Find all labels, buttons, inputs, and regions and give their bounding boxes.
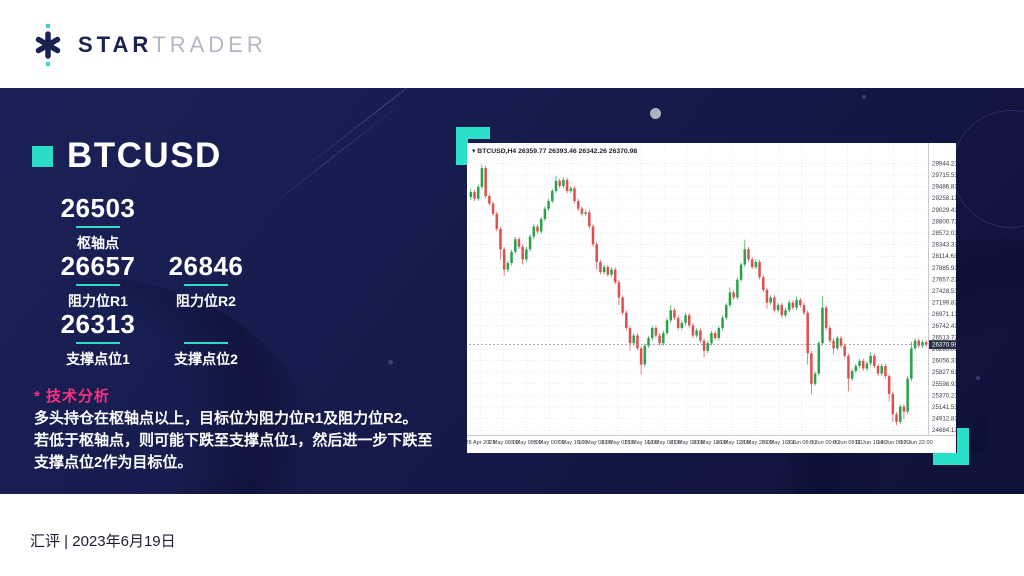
svg-text:28800.73: 28800.73 <box>932 218 956 225</box>
svg-text:28343.33: 28343.33 <box>932 242 956 249</box>
svg-text:21 May 00:00: 21 May 00:00 <box>670 440 704 446</box>
svg-text:29258.13: 29258.13 <box>932 195 956 202</box>
svg-text:26971.13: 26971.13 <box>932 311 956 318</box>
svg-text:26370.98: 26370.98 <box>932 342 956 349</box>
header-band: STARTRADER <box>0 0 1024 88</box>
candlestick-chart: 29944.23 29715.53 29486.83 29258.13 29029.43… <box>467 143 956 453</box>
svg-text:27657.23: 27657.23 <box>932 276 956 283</box>
svg-text:5 Jun 00:00: 5 Jun 00:00 <box>810 440 839 446</box>
svg-text:15 May 16:00: 15 May 16:00 <box>624 440 658 446</box>
svg-text:23 May 16:00: 23 May 16:00 <box>693 440 727 446</box>
level-resistance-2: 26846 阻力位R2 <box>148 251 264 311</box>
level-resistance-1: 26657 阻力位R1 <box>40 251 156 311</box>
svg-text:10 May 08:00: 10 May 08:00 <box>578 440 612 446</box>
svg-text:25141.53: 25141.53 <box>932 404 956 411</box>
decorative-dot-small-2 <box>862 95 866 99</box>
star-asterisk-icon <box>35 24 61 66</box>
title-accent-square <box>32 145 53 167</box>
decorative-circle-outline <box>952 110 1024 228</box>
analysis-line-1: 多头持仓在枢轴点以上，目标位为阻力位R1及阻力位R2。 <box>34 410 418 427</box>
svg-text:25827.63: 25827.63 <box>932 369 956 376</box>
svg-text:14 Jun 08:00: 14 Jun 08:00 <box>877 440 909 446</box>
level-support-1: 26313 支撑点位1 <box>40 309 156 369</box>
page-title: BTCUSD <box>67 136 222 175</box>
footer-band: 汇评 | 2023年6月19日 <box>0 494 1024 576</box>
symbol-title-row: BTCUSD <box>32 136 222 176</box>
analysis-title: * 技术分析 <box>34 388 111 405</box>
support2-label: 支撑点位2 <box>174 351 238 367</box>
resistance1-label: 阻力位R1 <box>68 293 128 309</box>
logo-trader-text: TRADER <box>152 32 267 57</box>
content-panel: BTCUSD 26503 枢轴点 26657 阻力位R1 26846 阻力位R2… <box>0 88 1024 494</box>
svg-text:8 Jun 08:00: 8 Jun 08:00 <box>833 440 862 446</box>
svg-text:7 May 16:00: 7 May 16:00 <box>557 440 588 446</box>
svg-text:29944.23: 29944.23 <box>932 160 956 167</box>
svg-text:31 May 16:00: 31 May 16:00 <box>762 440 796 446</box>
svg-text:17 Jun 22:00: 17 Jun 22:00 <box>900 440 932 446</box>
decorative-dot-small-1 <box>388 360 393 365</box>
svg-text:26285.03: 26285.03 <box>932 346 956 353</box>
analysis-line-2: 若低于枢轴点，则可能下跌至支撑点位1，然后进一步下跌至 <box>34 432 433 449</box>
pivot-label: 枢轴点 <box>77 235 119 251</box>
startrader-logo: STARTRADER <box>30 24 267 66</box>
footer-date-text: 汇评 | 2023年6月19日 <box>30 533 176 550</box>
support2-value <box>148 309 264 339</box>
support1-label: 支撑点位1 <box>66 351 130 367</box>
svg-text:29715.53: 29715.53 <box>932 172 956 179</box>
svg-text:▾ BTCUSD,H4 26359.77 26393.4: ▾ BTCUSD,H4 26359.77 26393.46 26342.26 2… <box>472 148 637 155</box>
svg-text:5 May 00:00: 5 May 00:00 <box>534 440 565 446</box>
svg-text:28 Apr 2023: 28 Apr 2023 <box>467 440 496 446</box>
analysis-paragraph: 多头持仓在枢轴点以上，目标位为阻力位R1及阻力位R2。 若低于枢轴点，则可能下跌… <box>34 408 454 474</box>
decorative-dot-small-3 <box>976 376 980 380</box>
svg-text:27199.83: 27199.83 <box>932 300 956 307</box>
svg-text:24684.13: 24684.13 <box>932 427 956 434</box>
svg-text:27428.53: 27428.53 <box>932 288 956 295</box>
resistance1-underline <box>76 284 120 286</box>
logo-star-text: STAR <box>78 32 153 57</box>
svg-text:29486.83: 29486.83 <box>932 184 956 191</box>
svg-text:29029.43: 29029.43 <box>932 207 956 214</box>
support2-underline <box>184 342 228 344</box>
level-support-2: 支撑点位2 <box>148 309 264 369</box>
svg-text:18 May 08:00: 18 May 08:00 <box>647 440 681 446</box>
svg-text:25370.23: 25370.23 <box>932 392 956 399</box>
svg-text:24912.83: 24912.83 <box>932 416 956 423</box>
svg-text:25598.93: 25598.93 <box>932 381 956 388</box>
decorative-dot-large <box>650 108 661 119</box>
svg-text:27885.93: 27885.93 <box>932 265 956 272</box>
logo-wordmark: STARTRADER <box>78 32 267 58</box>
pivot-value: 26503 <box>60 193 136 223</box>
svg-text:11 Jun 16:00: 11 Jun 16:00 <box>855 440 887 446</box>
svg-text:26056.33: 26056.33 <box>932 358 956 365</box>
level-pivot: 26503 枢轴点 <box>40 193 156 253</box>
resistance1-value: 26657 <box>60 251 136 281</box>
svg-text:26742.43: 26742.43 <box>932 323 956 330</box>
resistance2-label: 阻力位R2 <box>176 293 236 309</box>
svg-text:13 May 02:00: 13 May 02:00 <box>601 440 635 446</box>
support1-value: 26313 <box>60 309 136 339</box>
resistance2-value: 26846 <box>168 251 244 281</box>
svg-text:3 Jun 08:00: 3 Jun 08:00 <box>787 440 816 446</box>
decorative-diagonal-line <box>292 88 474 178</box>
svg-text:28114.63: 28114.63 <box>932 253 956 260</box>
svg-text:26 May 12:00: 26 May 12:00 <box>716 440 750 446</box>
svg-text:26513.73: 26513.73 <box>932 334 956 341</box>
pivot-underline <box>76 226 120 228</box>
decorative-diagonal-line-2 <box>255 99 407 218</box>
analysis-line-3: 支撑点位2作为目标位。 <box>34 454 193 471</box>
resistance2-underline <box>184 284 228 286</box>
support1-underline <box>76 342 120 344</box>
svg-text:3 May 08:00: 3 May 08:00 <box>511 440 542 446</box>
svg-text:1 May 08:00: 1 May 08:00 <box>488 440 519 446</box>
svg-text:28572.03: 28572.03 <box>932 230 956 237</box>
svg-text:28 May 20:00: 28 May 20:00 <box>739 440 773 446</box>
chart-svg: 29944.23 29715.53 29486.83 29258.13 29029.43… <box>467 143 956 453</box>
